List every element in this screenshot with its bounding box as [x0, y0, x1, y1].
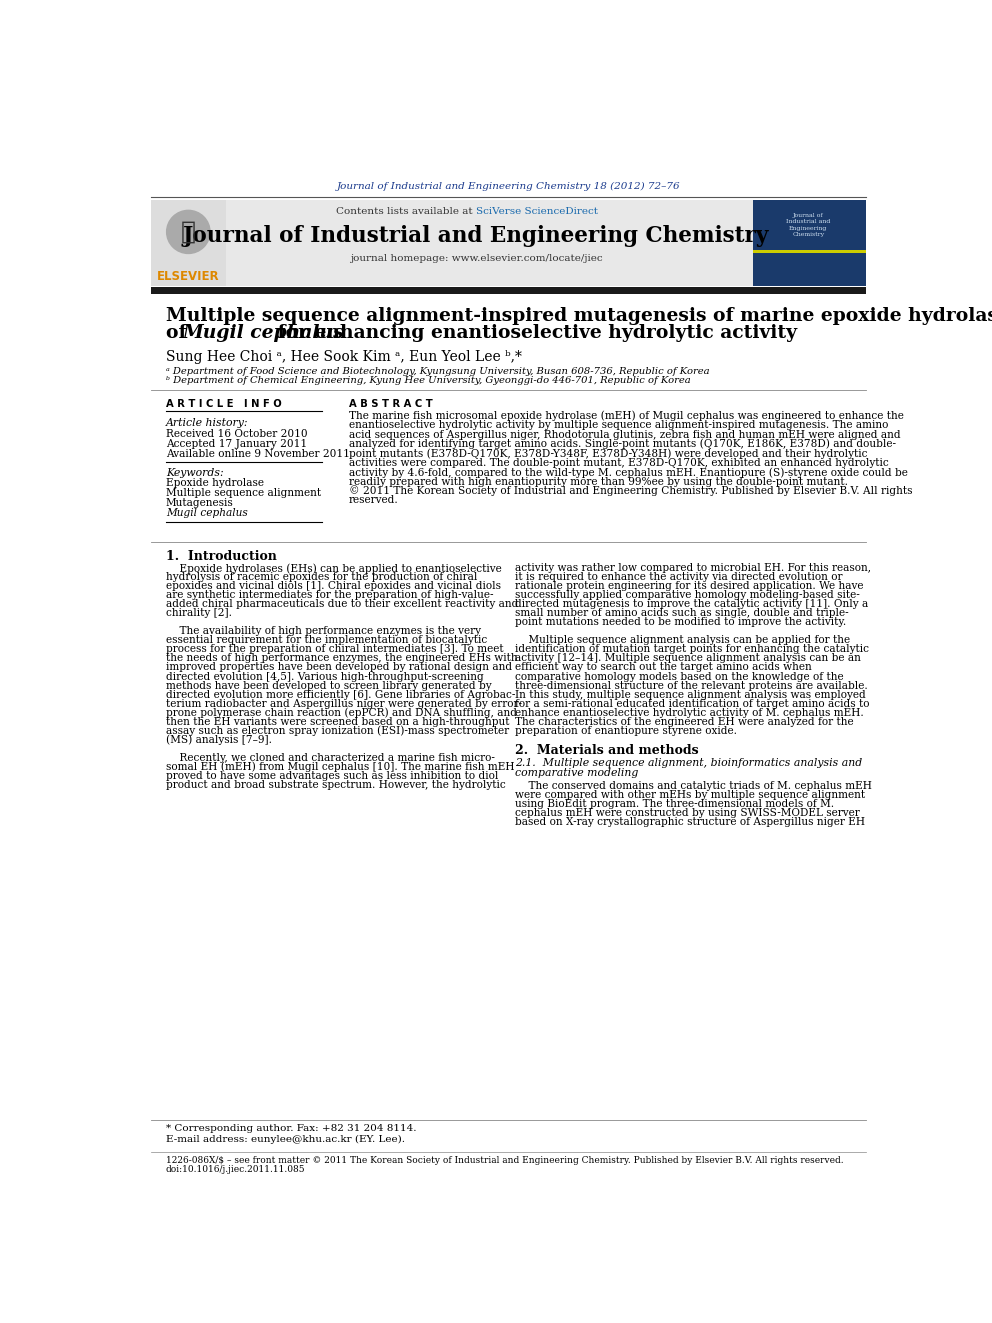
Text: © 2011 The Korean Society of Industrial and Engineering Chemistry. Published by : © 2011 The Korean Society of Industrial …: [349, 486, 913, 496]
Text: successfully applied comparative homology modeling-based site-: successfully applied comparative homolog…: [515, 590, 859, 601]
Text: 2.  Materials and methods: 2. Materials and methods: [515, 744, 698, 757]
Text: 1.  Introduction: 1. Introduction: [166, 549, 277, 562]
Text: assay such as electron spray ionization (ESI)-mass spectrometer: assay such as electron spray ionization …: [166, 725, 509, 736]
Text: methods have been developed to screen library generated by: methods have been developed to screen li…: [166, 680, 491, 691]
Text: 2.1.  Multiple sequence alignment, bioinformatics analysis and: 2.1. Multiple sequence alignment, bioinf…: [515, 758, 862, 767]
Text: Multiple sequence alignment analysis can be applied for the: Multiple sequence alignment analysis can…: [515, 635, 850, 646]
Circle shape: [167, 210, 210, 254]
Text: point mutants (E378D-Q170K, E378D-Y348F, E378D-Y348H) were developed and their h: point mutants (E378D-Q170K, E378D-Y348F,…: [349, 448, 867, 459]
Text: for enhancing enantioselective hydrolytic activity: for enhancing enantioselective hydrolyti…: [271, 324, 798, 341]
Text: Article history:: Article history:: [166, 418, 248, 427]
Text: Accepted 17 January 2011: Accepted 17 January 2011: [166, 439, 307, 448]
Text: 1226-086X/$ – see front matter © 2011 The Korean Society of Industrial and Engin: 1226-086X/$ – see front matter © 2011 Th…: [166, 1156, 843, 1166]
Text: comparative homology models based on the knowledge of the: comparative homology models based on the…: [515, 672, 843, 681]
Text: epoxides and vicinal diols [1]. Chiral epoxides and vicinal diols: epoxides and vicinal diols [1]. Chiral e…: [166, 581, 501, 591]
Text: SciVerse ScienceDirect: SciVerse ScienceDirect: [476, 206, 598, 216]
Text: Epoxide hydrolase: Epoxide hydrolase: [166, 478, 264, 488]
Text: readily prepared with high enantiopurity more than 99%ee by using the double-poi: readily prepared with high enantiopurity…: [349, 476, 848, 487]
Text: Multiple sequence alignment: Multiple sequence alignment: [166, 488, 321, 497]
Text: are synthetic intermediates for the preparation of high-value-: are synthetic intermediates for the prep…: [166, 590, 493, 601]
Text: The marine fish microsomal epoxide hydrolase (mEH) of Mugil cephalus was enginee: The marine fish microsomal epoxide hydro…: [349, 410, 904, 421]
Text: Recently, we cloned and characterized a marine fish micro-: Recently, we cloned and characterized a …: [166, 753, 495, 762]
Text: small number of amino acids such as single, double and triple-: small number of amino acids such as sing…: [515, 609, 848, 618]
Text: the needs of high performance enzymes, the engineered EHs with: the needs of high performance enzymes, t…: [166, 654, 518, 664]
FancyBboxPatch shape: [151, 200, 753, 286]
Text: for a semi-rational educated identification of target amino acids to: for a semi-rational educated identificat…: [515, 699, 869, 709]
Text: Keywords:: Keywords:: [166, 468, 223, 478]
Text: Journal of
Industrial and
Engineering
Chemistry: Journal of Industrial and Engineering Ch…: [786, 213, 830, 237]
Text: activity [12–14]. Multiple sequence alignment analysis can be an: activity [12–14]. Multiple sequence alig…: [515, 654, 860, 664]
FancyBboxPatch shape: [753, 250, 866, 254]
FancyBboxPatch shape: [753, 200, 866, 286]
Text: Epoxide hydrolases (EHs) can be applied to enantioselective: Epoxide hydrolases (EHs) can be applied …: [166, 564, 502, 574]
Text: cephalus mEH were constructed by using SWISS-MODEL server: cephalus mEH were constructed by using S…: [515, 808, 859, 818]
Text: Mugil cephalus: Mugil cephalus: [166, 508, 248, 519]
Text: enantioselective hydrolytic activity by multiple sequence alignment-inspired mut: enantioselective hydrolytic activity by …: [349, 421, 888, 430]
Text: directed mutagenesis to improve the catalytic activity [11]. Only a: directed mutagenesis to improve the cata…: [515, 599, 868, 610]
Text: efficient way to search out the target amino acids when: efficient way to search out the target a…: [515, 663, 811, 672]
Text: activities were compared. The double-point mutant, E378D-Q170K, exhibited an enh: activities were compared. The double-poi…: [349, 458, 889, 468]
FancyBboxPatch shape: [151, 287, 866, 294]
FancyBboxPatch shape: [151, 200, 226, 286]
Text: The availability of high performance enzymes is the very: The availability of high performance enz…: [166, 627, 481, 636]
Text: ᵃ Department of Food Science and Biotechnology, Kyungsung University, Busan 608-: ᵃ Department of Food Science and Biotech…: [166, 366, 709, 376]
Text: improved properties have been developed by rational design and: improved properties have been developed …: [166, 663, 512, 672]
Text: hydrolysis of racemic epoxides for the production of chiral: hydrolysis of racemic epoxides for the p…: [166, 573, 477, 582]
Text: chirality [2].: chirality [2].: [166, 609, 232, 618]
Text: then the EH variants were screened based on a high-throughput: then the EH variants were screened based…: [166, 717, 509, 726]
Text: Multiple sequence alignment-inspired mutagenesis of marine epoxide hydrolase: Multiple sequence alignment-inspired mut…: [166, 307, 992, 325]
Text: based on X-ray crystallographic structure of Aspergillus niger EH: based on X-ray crystallographic structur…: [515, 816, 865, 827]
Text: reserved.: reserved.: [349, 496, 399, 505]
Text: A B S T R A C T: A B S T R A C T: [349, 398, 433, 409]
Text: were compared with other mEHs by multiple sequence alignment: were compared with other mEHs by multipl…: [515, 790, 865, 800]
Text: directed evolution [4,5]. Various high-throughput-screening: directed evolution [4,5]. Various high-t…: [166, 672, 484, 681]
Text: proved to have some advantages such as less inhibition to diol: proved to have some advantages such as l…: [166, 770, 498, 781]
Text: enhance enantioselective hydrolytic activity of M. cephalus mEH.: enhance enantioselective hydrolytic acti…: [515, 708, 863, 717]
Text: Journal of Industrial and Engineering Chemistry 18 (2012) 72–76: Journal of Industrial and Engineering Ch…: [336, 183, 681, 191]
Text: A R T I C L E   I N F O: A R T I C L E I N F O: [166, 398, 282, 409]
Text: Sung Hee Choi ᵃ, Hee Sook Kim ᵃ, Eun Yeol Lee ᵇ,*: Sung Hee Choi ᵃ, Hee Sook Kim ᵃ, Eun Yeo…: [166, 351, 522, 364]
Text: prone polymerase chain reaction (epPCR) and DNA shuffling, and: prone polymerase chain reaction (epPCR) …: [166, 708, 517, 718]
Text: E-mail address: eunylee@khu.ac.kr (EY. Lee).: E-mail address: eunylee@khu.ac.kr (EY. L…: [166, 1134, 405, 1143]
Text: comparative modeling: comparative modeling: [515, 767, 638, 778]
Text: product and broad substrate spectrum. However, the hydrolytic: product and broad substrate spectrum. Ho…: [166, 779, 506, 790]
Text: journal homepage: www.elsevier.com/locate/jiec: journal homepage: www.elsevier.com/locat…: [349, 254, 602, 263]
Text: ELSEVIER: ELSEVIER: [157, 270, 219, 283]
Text: 🌳: 🌳: [181, 220, 195, 243]
Text: three-dimensional structure of the relevant proteins are available.: three-dimensional structure of the relev…: [515, 680, 867, 691]
Text: added chiral pharmaceuticals due to their excellent reactivity and: added chiral pharmaceuticals due to thei…: [166, 599, 518, 610]
Text: somal EH (mEH) from Mugil cephalus [10]. The marine fish mEH: somal EH (mEH) from Mugil cephalus [10].…: [166, 761, 514, 771]
Text: point mutations needed to be modified to improve the activity.: point mutations needed to be modified to…: [515, 618, 846, 627]
Text: The conserved domains and catalytic triads of M. cephalus mEH: The conserved domains and catalytic tria…: [515, 781, 872, 791]
Text: identification of mutation target points for enhancing the catalytic: identification of mutation target points…: [515, 644, 869, 655]
Text: Contents lists available at: Contents lists available at: [336, 206, 476, 216]
Text: preparation of enantiopure styrene oxide.: preparation of enantiopure styrene oxide…: [515, 725, 737, 736]
Text: The characteristics of the engineered EH were analyzed for the: The characteristics of the engineered EH…: [515, 717, 853, 726]
Text: Available online 9 November 2011: Available online 9 November 2011: [166, 448, 350, 459]
Text: Received 16 October 2010: Received 16 October 2010: [166, 429, 308, 439]
Text: directed evolution more efficiently [6]. Gene libraries of Agrobac-: directed evolution more efficiently [6].…: [166, 689, 515, 700]
Text: of: of: [166, 324, 193, 341]
Text: Mugil cephalus: Mugil cephalus: [183, 324, 344, 341]
Text: activity was rather low compared to microbial EH. For this reason,: activity was rather low compared to micr…: [515, 564, 871, 573]
Text: Mutagenesis: Mutagenesis: [166, 497, 233, 508]
Text: ᵇ Department of Chemical Engineering, Kyung Hee University, Gyeonggi-do 446-701,: ᵇ Department of Chemical Engineering, Ky…: [166, 376, 690, 385]
Text: rationale protein engineering for its desired application. We have: rationale protein engineering for its de…: [515, 581, 863, 591]
Text: analyzed for identifying target amino acids. Single-point mutants (Q170K, E186K,: analyzed for identifying target amino ac…: [349, 439, 896, 450]
Text: using BioEdit program. The three-dimensional models of M.: using BioEdit program. The three-dimensi…: [515, 799, 833, 808]
Text: acid sequences of Aspergillus niger, Rhodotorula glutinis, zebra fish and human : acid sequences of Aspergillus niger, Rho…: [349, 430, 901, 439]
Text: activity by 4.6-fold, compared to the wild-type M. cephalus mEH. Enantiopure (S): activity by 4.6-fold, compared to the wi…: [349, 467, 908, 478]
Text: In this study, multiple sequence alignment analysis was employed: In this study, multiple sequence alignme…: [515, 689, 865, 700]
Text: * Corresponding author. Fax: +82 31 204 8114.: * Corresponding author. Fax: +82 31 204 …: [166, 1125, 417, 1134]
Text: essential requirement for the implementation of biocatalytic: essential requirement for the implementa…: [166, 635, 487, 646]
Text: it is required to enhance the activity via directed evolution or: it is required to enhance the activity v…: [515, 573, 842, 582]
Text: (MS) analysis [7–9].: (MS) analysis [7–9].: [166, 734, 272, 745]
Text: doi:10.1016/j.jiec.2011.11.085: doi:10.1016/j.jiec.2011.11.085: [166, 1166, 306, 1175]
Text: process for the preparation of chiral intermediates [3]. To meet: process for the preparation of chiral in…: [166, 644, 504, 655]
Text: Journal of Industrial and Engineering Chemistry: Journal of Industrial and Engineering Ch…: [183, 225, 769, 247]
Text: terium radiobacter and Aspergillus niger were generated by error-: terium radiobacter and Aspergillus niger…: [166, 699, 522, 709]
